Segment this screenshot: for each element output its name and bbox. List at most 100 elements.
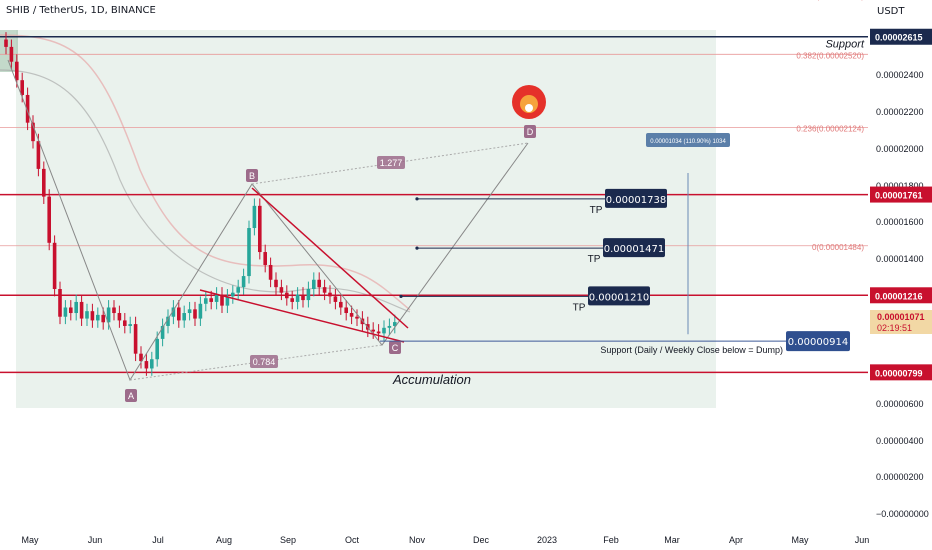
tp-value-box <box>603 238 665 258</box>
candle-body <box>355 316 359 319</box>
point-badge <box>389 341 401 354</box>
time-tick: Oct <box>345 535 360 545</box>
candle-body <box>306 289 311 301</box>
price-badge <box>870 28 932 45</box>
time-tick: May <box>791 535 809 545</box>
candle-body <box>236 287 240 293</box>
ma-curve-2 <box>0 69 411 313</box>
price-tick: 0.00002000 <box>876 144 924 154</box>
current-price-badge <box>870 310 932 334</box>
point-label: C <box>392 343 399 353</box>
candle-body <box>52 242 57 289</box>
tp-dot <box>399 294 403 298</box>
candle-body <box>301 294 305 301</box>
candle-body <box>252 205 257 229</box>
candle-body <box>198 303 203 319</box>
candlestick-series <box>4 32 397 376</box>
support-value: 0.00000914 <box>788 337 848 348</box>
price-tick: 0.00001600 <box>876 217 924 227</box>
price-badge <box>870 186 932 203</box>
candle-body <box>63 307 68 317</box>
tp-value: 0.00001471 <box>604 244 664 255</box>
candle-body <box>160 325 165 339</box>
point-badge <box>125 389 137 402</box>
candle-body <box>344 307 348 314</box>
point-badge <box>524 125 536 138</box>
candle-body <box>387 325 392 328</box>
support-caption: Support (Daily / Weekly Close below = Du… <box>600 345 783 355</box>
fib-label: 0.236(0.00002124) <box>796 124 864 133</box>
tp-dot <box>415 197 419 201</box>
candle-body <box>133 324 138 354</box>
candle-body <box>214 294 219 302</box>
countdown: 02:19:51 <box>877 323 912 333</box>
fib-label: 0.382(0.00002520) <box>796 51 864 60</box>
ratio-badge <box>377 156 405 169</box>
candle-body <box>193 309 197 319</box>
fib-label: 0(0.00001484) <box>812 243 864 252</box>
candle-body <box>123 320 127 326</box>
candle-body <box>150 359 154 369</box>
time-tick: Apr <box>729 535 743 545</box>
candle-body <box>290 298 294 302</box>
currency-label: USDT <box>877 6 905 17</box>
candle-body <box>263 252 267 265</box>
tp-label: TP <box>590 205 603 216</box>
price-tick: 0.00002400 <box>876 70 924 80</box>
level-label: Support <box>825 39 864 51</box>
candle-body <box>376 331 381 334</box>
time-tick: 2023 <box>537 535 557 545</box>
tp-value: 0.00001738 <box>606 195 666 206</box>
point-badge <box>246 169 258 182</box>
candle-body <box>231 292 235 297</box>
price-badge-text: 0.00001216 <box>875 291 923 301</box>
candle-body <box>101 314 105 323</box>
candle-body <box>128 324 132 326</box>
candle-body <box>31 122 35 142</box>
candle-body <box>209 298 213 302</box>
candle-body <box>166 316 170 326</box>
measure-box <box>646 133 730 147</box>
ratio-badge <box>250 355 278 368</box>
candle-body <box>117 313 122 321</box>
time-tick: Mar <box>664 535 680 545</box>
candle-body <box>333 296 338 302</box>
candle-body <box>85 311 89 319</box>
candle-body <box>47 196 51 243</box>
candle-body <box>328 292 332 297</box>
symbol-title: SHIB / TetherUS, 1D, BINANCE <box>6 5 156 16</box>
current-price: 0.00001071 <box>877 312 925 322</box>
candle-body <box>90 311 95 321</box>
time-tick: Aug <box>216 535 232 545</box>
price-badge-text: 0.00000799 <box>875 368 923 378</box>
price-badge-text: 0.00001761 <box>875 191 923 201</box>
price-tick: 0.00000400 <box>876 436 924 446</box>
candle-body <box>225 296 230 306</box>
candle-body <box>96 314 100 321</box>
time-tick: Jul <box>152 535 164 545</box>
time-tick: Dec <box>473 535 490 545</box>
candle-body <box>241 276 246 288</box>
candle-body <box>58 289 62 317</box>
point-label: A <box>128 391 134 401</box>
price-tick: 0.00001800 <box>876 181 924 191</box>
candle-body <box>258 205 262 253</box>
ratio-label: 0.784 <box>253 357 276 367</box>
wedge-top <box>251 187 409 329</box>
candle-body <box>42 168 46 197</box>
fib-label: 0.5(0.00002841) <box>805 0 864 1</box>
time-tick: Feb <box>603 535 619 545</box>
candle-body <box>15 61 19 81</box>
price-tick: 0.00001400 <box>876 254 924 264</box>
candle-body <box>79 301 84 319</box>
candle-body <box>25 94 30 123</box>
time-tick: Sep <box>280 535 296 545</box>
candle-body <box>9 46 14 62</box>
candle-body <box>74 301 78 314</box>
candle-body <box>371 329 375 332</box>
accumulation-label: Accumulation <box>392 372 471 387</box>
candle-body <box>268 264 273 280</box>
price-badge <box>870 364 932 381</box>
candle-body <box>295 294 300 302</box>
